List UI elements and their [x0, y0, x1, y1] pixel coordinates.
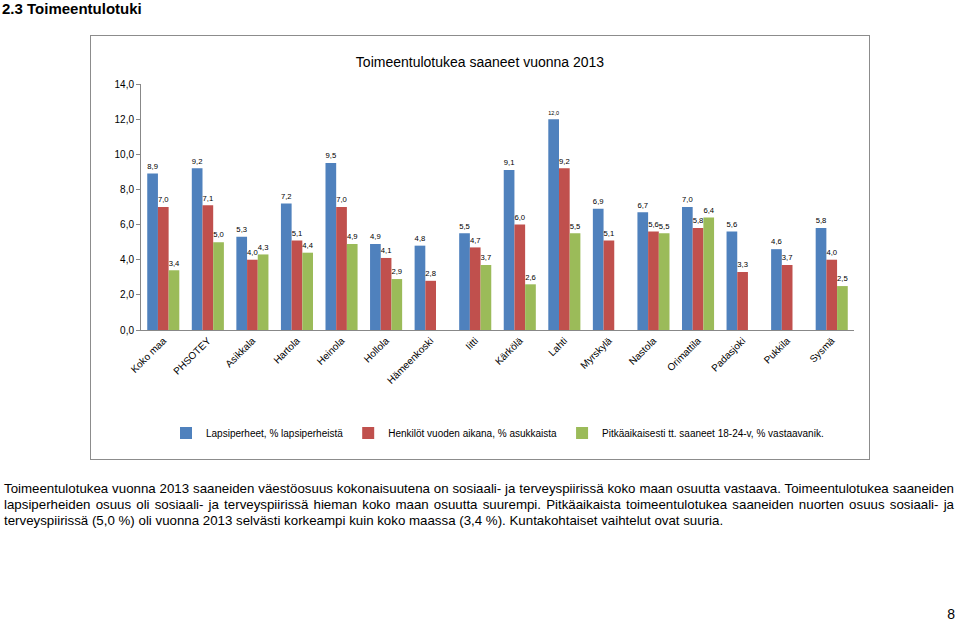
- svg-text:Pukkila: Pukkila: [762, 335, 793, 366]
- svg-text:4,9: 4,9: [370, 232, 381, 241]
- svg-text:2,5: 2,5: [837, 274, 848, 283]
- svg-text:14,0: 14,0: [115, 79, 135, 90]
- svg-text:4,8: 4,8: [415, 234, 426, 243]
- svg-text:12,0: 12,0: [548, 110, 559, 116]
- svg-text:6,0: 6,0: [120, 219, 134, 230]
- svg-text:9,2: 9,2: [559, 157, 570, 166]
- svg-text:Lapsiperheet, % lapsiperheistä: Lapsiperheet, % lapsiperheistä: [206, 428, 343, 439]
- svg-text:9,1: 9,1: [504, 158, 515, 167]
- svg-text:Myrskylä: Myrskylä: [578, 335, 614, 371]
- svg-text:Asikkala: Asikkala: [223, 335, 257, 369]
- svg-text:5,6: 5,6: [727, 220, 738, 229]
- svg-text:4,7: 4,7: [470, 236, 481, 245]
- svg-text:4,0: 4,0: [120, 254, 134, 265]
- svg-text:0,0: 0,0: [120, 325, 134, 336]
- svg-text:8,9: 8,9: [147, 162, 158, 171]
- svg-text:Hollola: Hollola: [362, 335, 392, 365]
- svg-text:Hartola: Hartola: [271, 335, 302, 366]
- svg-text:7,0: 7,0: [682, 195, 693, 204]
- svg-text:5,8: 5,8: [816, 216, 827, 225]
- html-text:Toimeentulotukea vuonna 2013 s: Toimeentulotukea vuonna 2013 saaneiden v…: [4, 481, 954, 528]
- svg-text:7,2: 7,2: [281, 192, 292, 201]
- svg-text:5,6: 5,6: [648, 220, 659, 229]
- svg-text:9,2: 9,2: [192, 157, 203, 166]
- svg-text:Orimattila: Orimattila: [665, 335, 703, 373]
- svg-text:7,1: 7,1: [203, 194, 214, 203]
- svg-text:5,5: 5,5: [570, 222, 581, 231]
- svg-text:Padasjoki: Padasjoki: [709, 335, 747, 373]
- svg-text:Hämeenkoski: Hämeenkoski: [385, 335, 436, 386]
- svg-text:2,0: 2,0: [120, 289, 134, 300]
- svg-text:4,3: 4,3: [258, 243, 269, 252]
- svg-text:4,0: 4,0: [826, 248, 837, 257]
- svg-text:7,0: 7,0: [158, 195, 169, 204]
- svg-text:5,3: 5,3: [236, 225, 247, 234]
- svg-text:4,1: 4,1: [381, 246, 392, 255]
- svg-text:7,0: 7,0: [336, 195, 347, 204]
- svg-text:6,7: 6,7: [637, 201, 648, 210]
- svg-text:5,0: 5,0: [213, 230, 224, 239]
- svg-text:3,3: 3,3: [737, 260, 748, 269]
- svg-text:5,1: 5,1: [292, 229, 303, 238]
- svg-text:4,0: 4,0: [247, 248, 258, 257]
- svg-text:5,1: 5,1: [604, 229, 615, 238]
- svg-text:Henkilöt vuoden aikana, % asuk: Henkilöt vuoden aikana, % asukkaista: [388, 428, 557, 439]
- svg-text:2,8: 2,8: [425, 269, 436, 278]
- svg-text:12,0: 12,0: [115, 114, 135, 125]
- svg-text:4,4: 4,4: [302, 241, 313, 250]
- svg-text:2,6: 2,6: [525, 273, 536, 282]
- svg-text:Nastola: Nastola: [627, 335, 659, 367]
- svg-text:3,7: 3,7: [481, 253, 492, 262]
- svg-text:10,0: 10,0: [115, 149, 135, 160]
- svg-text:Pitkäaikaisesti tt. saaneet 18: Pitkäaikaisesti tt. saaneet 18-24-v, % v…: [602, 428, 824, 439]
- svg-text:Toimeentulotukea saaneet vuonn: Toimeentulotukea saaneet vuonna 2013: [356, 54, 605, 70]
- svg-text:9,5: 9,5: [325, 151, 336, 160]
- svg-text:Koko maa: Koko maa: [129, 335, 169, 375]
- svg-text:4,6: 4,6: [771, 237, 782, 246]
- svg-text:5,5: 5,5: [659, 222, 670, 231]
- svg-text:Lahti: Lahti: [546, 335, 569, 358]
- svg-text:Kärkölä: Kärkölä: [493, 335, 525, 367]
- svg-text:6,9: 6,9: [593, 197, 604, 206]
- svg-text:3,4: 3,4: [169, 259, 180, 268]
- svg-text:8,0: 8,0: [120, 184, 134, 195]
- svg-text:Iitti: Iitti: [463, 335, 480, 352]
- svg-text:5,5: 5,5: [459, 222, 470, 231]
- svg-text:6,0: 6,0: [514, 213, 525, 222]
- svg-text:2,9: 2,9: [391, 267, 402, 276]
- svg-text:Heinola: Heinola: [315, 335, 347, 367]
- svg-text:3,7: 3,7: [782, 253, 793, 262]
- svg-text:4,9: 4,9: [347, 232, 358, 241]
- svg-text:Sysmä: Sysmä: [807, 335, 837, 365]
- html-text:2.3 Toimeentulotuki: 2.3 Toimeentulotuki: [2, 0, 142, 17]
- html-text:8: 8: [947, 606, 955, 622]
- svg-text:5,8: 5,8: [693, 216, 704, 225]
- svg-text:6,4: 6,4: [703, 206, 714, 215]
- svg-text:PHSOTEY: PHSOTEY: [171, 335, 213, 377]
